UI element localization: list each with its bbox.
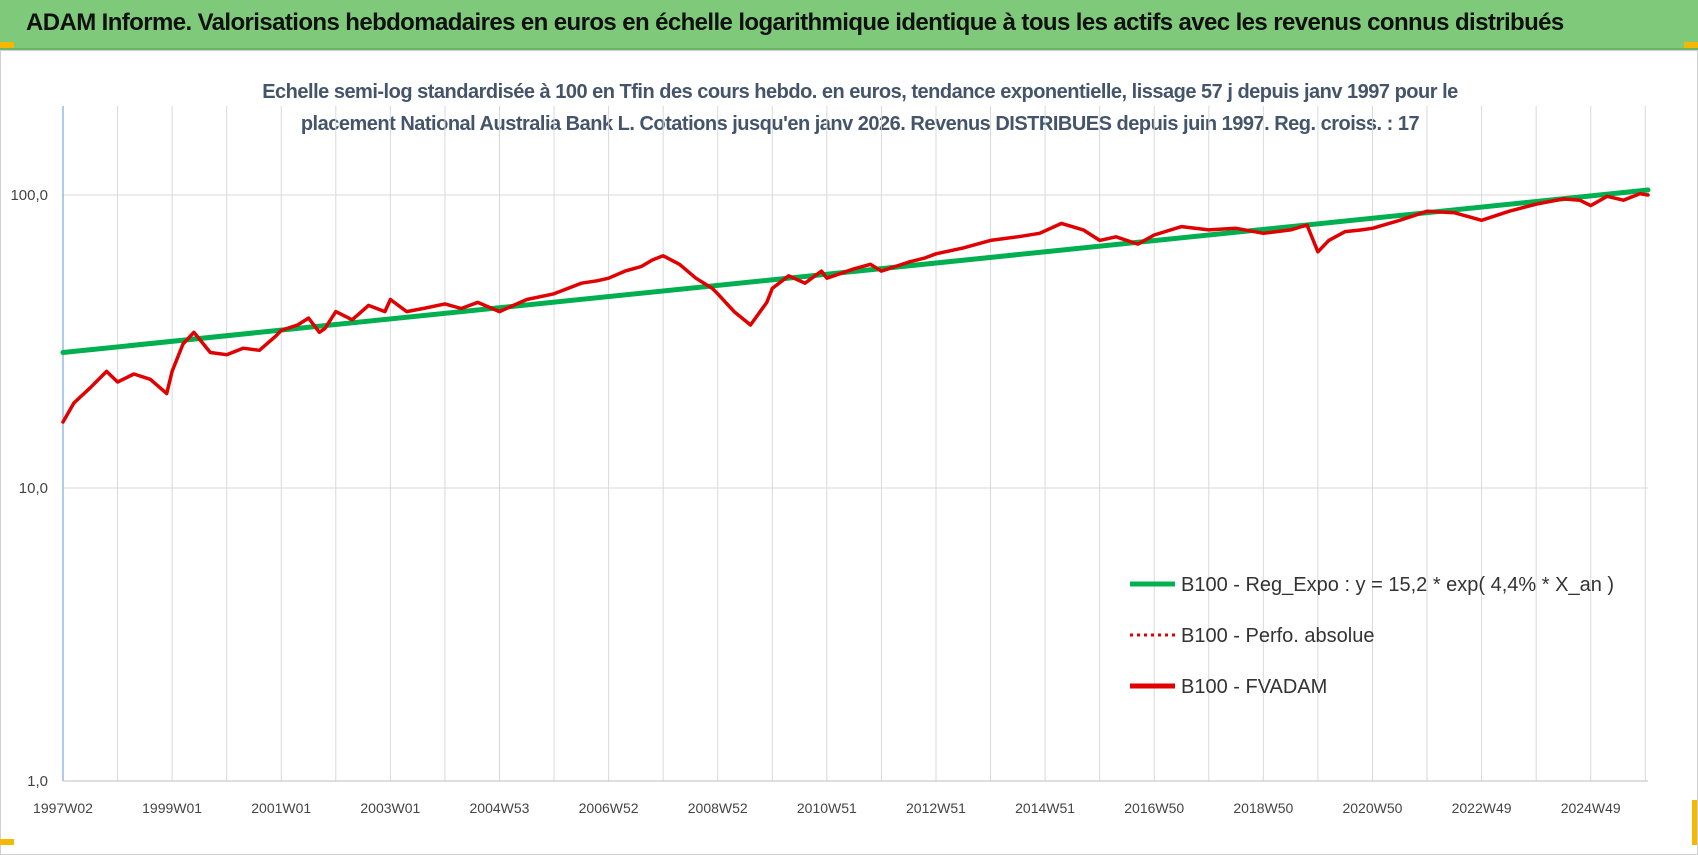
corner-marker-bottom-right <box>1692 800 1697 845</box>
chart-title-line-1: Echelle semi-log standardisée à 100 en T… <box>262 81 1458 103</box>
x-tick-label: 2016W50 <box>1124 800 1184 816</box>
corner-marker-top-left <box>0 42 14 48</box>
y-tick-labels: 1,0 10,0 100,0 <box>10 187 48 790</box>
grid-lines <box>62 106 1648 782</box>
x-tick-label: 2003W01 <box>360 800 420 816</box>
legend-label: B100 - Reg_Expo : y = 15,2 * exp( 4,4% *… <box>1181 574 1614 596</box>
x-tick-label: 2006W52 <box>579 800 639 816</box>
legend-label: B100 - Perfo. absolue <box>1181 625 1374 647</box>
x-tick-labels: 1997W02 1999W01 2001W01 2003W01 2004W53 2006W… <box>33 800 1621 816</box>
series-layer <box>60 187 1651 424</box>
chart-title-line-2: placement National Australia Bank L. Cot… <box>300 113 1420 135</box>
page-title: ADAM Informe. Valorisations hebdomadaire… <box>26 9 1564 36</box>
series-line-2 <box>61 191 1650 424</box>
x-tick-label: 2004W53 <box>470 800 530 816</box>
legend-label: B100 - FVADAM <box>1181 676 1327 698</box>
x-tick-label: 1999W01 <box>142 800 202 816</box>
x-tick-label: 2012W51 <box>906 800 966 816</box>
corner-marker-bottom-left <box>0 839 14 845</box>
legend: B100 - Reg_Expo : y = 15,2 * exp( 4,4% *… <box>1130 574 1614 698</box>
x-tick-label: 2022W49 <box>1452 800 1512 816</box>
x-tick-label: 2010W51 <box>797 800 857 816</box>
x-tick-label: 2001W01 <box>251 800 311 816</box>
x-tick-label: 2008W52 <box>688 800 748 816</box>
page-header: ADAM Informe. Valorisations hebdomadaire… <box>0 0 1698 50</box>
y-tick-label: 1,0 <box>27 773 48 790</box>
x-tick-label: 1997W02 <box>33 800 93 816</box>
x-tick-label: 2024W49 <box>1561 800 1621 816</box>
x-tick-label: 2014W51 <box>1015 800 1075 816</box>
y-tick-label: 10,0 <box>19 480 48 497</box>
corner-marker-top-right <box>1684 42 1698 48</box>
series-line-0 <box>60 187 1651 355</box>
y-tick-label: 100,0 <box>10 187 48 204</box>
x-tick-label: 2018W50 <box>1233 800 1293 816</box>
chart-title: Echelle semi-log standardisée à 100 en T… <box>230 76 1490 140</box>
x-tick-label: 2020W50 <box>1342 800 1402 816</box>
